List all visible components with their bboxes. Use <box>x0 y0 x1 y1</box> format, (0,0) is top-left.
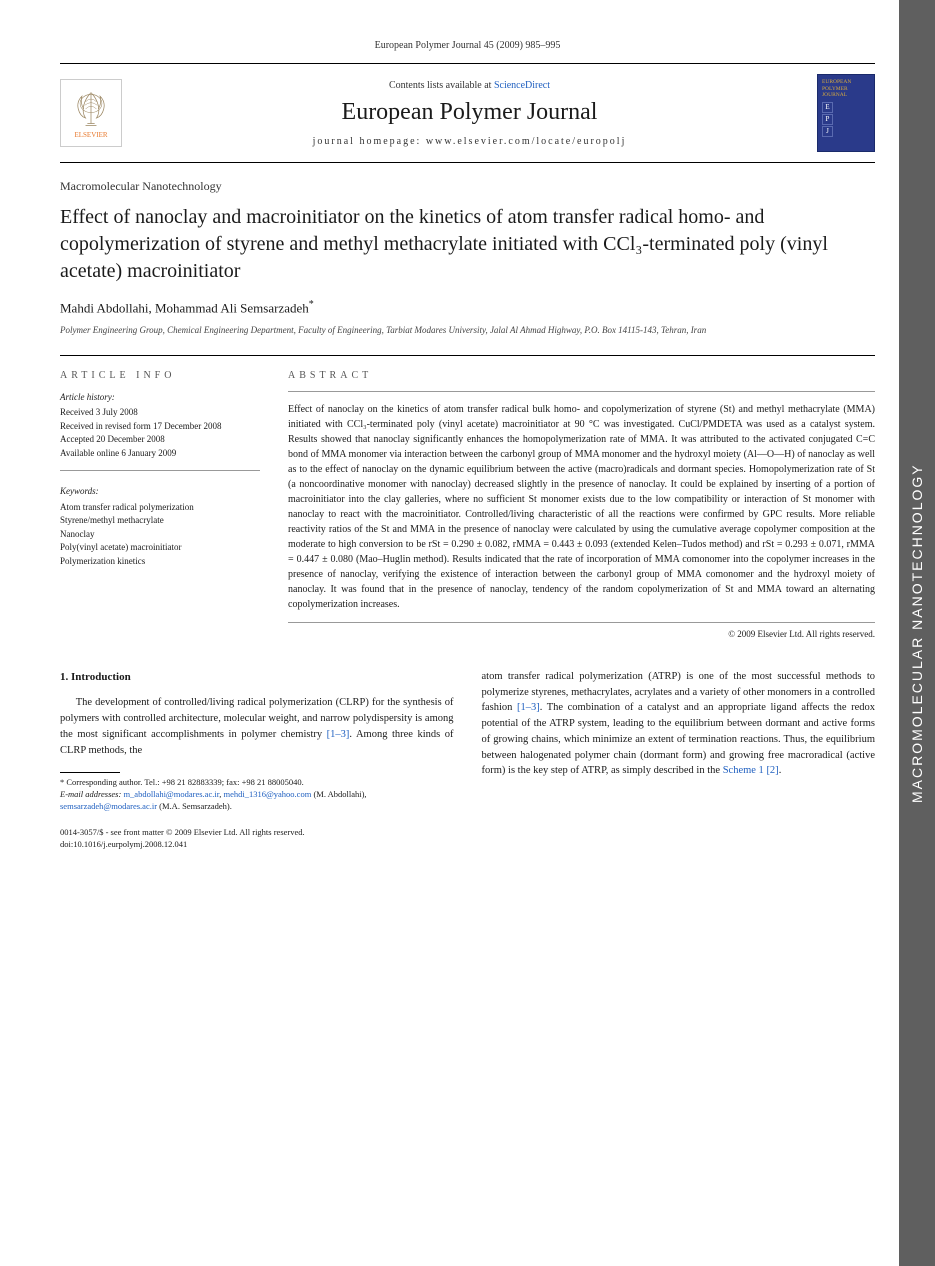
email-line: E-mail addresses: m_abdollahi@modares.ac… <box>60 789 454 813</box>
body-col-left: 1. Introduction The development of contr… <box>60 669 454 851</box>
keywords-label: Keywords: <box>60 485 260 499</box>
cite-scheme1[interactable]: Scheme 1 <box>723 765 764 776</box>
contents-prefix: Contents lists available at <box>389 80 494 91</box>
section-number: 1. <box>60 671 68 683</box>
info-heading: ARTICLE INFO <box>60 370 260 381</box>
email-2[interactable]: mehdi_1316@yahoo.com <box>223 789 311 799</box>
journal-cover-thumbnail: EUROPEAN POLYMER JOURNAL E P J <box>817 74 875 152</box>
journal-name: European Polymer Journal <box>134 99 805 126</box>
keyword-1: Styrene/methyl methacrylate <box>60 514 260 528</box>
affiliation: Polymer Engineering Group, Chemical Engi… <box>60 324 875 337</box>
authors: Mahdi Abdollahi, Mohammad Ali Semsarzade… <box>60 299 875 316</box>
email-label: E-mail addresses: <box>60 789 121 799</box>
intro-para-2: atom transfer radical polymerization (AT… <box>482 669 876 779</box>
keyword-0: Atom transfer radical polymerization <box>60 501 260 515</box>
publisher-logo: ELSEVIER <box>60 79 122 147</box>
abstract-copyright: © 2009 Elsevier Ltd. All rights reserved… <box>288 629 875 645</box>
history-item-3: Available online 6 January 2009 <box>60 447 260 461</box>
keyword-3: Poly(vinyl acetate) macroinitiator <box>60 541 260 555</box>
cover-letter-e: E <box>822 102 833 113</box>
article-info: ARTICLE INFO Article history: Received 3… <box>60 370 260 645</box>
journal-header: ELSEVIER Contents lists available at Sci… <box>60 63 875 163</box>
cite-2[interactable]: [2] <box>766 765 778 776</box>
history-block: Article history: Received 3 July 2008 Re… <box>60 391 260 472</box>
history-item-2: Accepted 20 December 2008 <box>60 433 260 447</box>
citation-line: European Polymer Journal 45 (2009) 985–9… <box>60 40 875 51</box>
history-item-1: Received in revised form 17 December 200… <box>60 420 260 434</box>
footer-rights: 0014-3057/$ - see front matter © 2009 El… <box>60 827 454 851</box>
footer-line-1: 0014-3057/$ - see front matter © 2009 El… <box>60 827 454 839</box>
cover-letter-p: P <box>822 114 833 125</box>
corr-footnote: * Corresponding author. Tel.: +98 21 828… <box>60 777 454 813</box>
page: European Polymer Journal 45 (2009) 985–9… <box>0 0 935 891</box>
article-title: Effect of nanoclay and macroinitiator on… <box>60 204 875 285</box>
cover-title: EUROPEAN POLYMER JOURNAL <box>822 79 870 99</box>
footnote-separator <box>60 772 120 773</box>
cover-letters: E P J <box>822 102 870 137</box>
body-col-right: atom transfer radical polymerization (AT… <box>482 669 876 851</box>
publisher-name: ELSEVIER <box>74 131 107 139</box>
cite-1-3a[interactable]: [1–3] <box>327 729 350 740</box>
footer-line-2: doi:10.1016/j.eurpolymj.2008.12.041 <box>60 839 454 851</box>
keywords-block: Keywords: Atom transfer radical polymeri… <box>60 485 260 578</box>
history-item-0: Received 3 July 2008 <box>60 406 260 420</box>
cover-letter-j: J <box>822 126 833 137</box>
corr-contact: * Corresponding author. Tel.: +98 21 828… <box>60 777 454 789</box>
intro-para-1: The development of controlled/living rad… <box>60 695 454 758</box>
section-title: Introduction <box>71 671 131 683</box>
abstract: ABSTRACT Effect of nanoclay on the kinet… <box>288 370 875 645</box>
keywords-list: Atom transfer radical polymerization Sty… <box>60 501 260 569</box>
corr-marker: * <box>309 299 314 310</box>
elsevier-tree-icon <box>71 87 111 131</box>
intro-heading: 1. Introduction <box>60 669 454 686</box>
abstract-text: Effect of nanoclay on the kinetics of at… <box>288 391 875 623</box>
header-center: Contents lists available at ScienceDirec… <box>134 80 805 147</box>
abstract-heading: ABSTRACT <box>288 370 875 381</box>
info-abstract-row: ARTICLE INFO Article history: Received 3… <box>60 355 875 645</box>
email-3[interactable]: semsarzadeh@modares.ac.ir <box>60 801 157 811</box>
email-3-name: (M.A. Semsarzadeh). <box>157 801 232 811</box>
email-1[interactable]: m_abdollahi@modares.ac.ir <box>123 789 219 799</box>
contents-line: Contents lists available at ScienceDirec… <box>134 80 805 91</box>
journal-homepage: journal homepage: www.elsevier.com/locat… <box>134 136 805 147</box>
history-label: Article history: <box>60 391 260 405</box>
author-names: Mahdi Abdollahi, Mohammad Ali Semsarzade… <box>60 300 309 315</box>
sciencedirect-link[interactable]: ScienceDirect <box>494 80 550 91</box>
email-1-name: (M. Abdollahi), <box>311 789 366 799</box>
section-label: Macromolecular Nanotechnology <box>60 179 875 194</box>
cite-1-3b[interactable]: [1–3] <box>517 702 540 713</box>
keyword-2: Nanoclay <box>60 528 260 542</box>
body-columns: 1. Introduction The development of contr… <box>60 669 875 851</box>
keyword-4: Polymerization kinetics <box>60 555 260 569</box>
